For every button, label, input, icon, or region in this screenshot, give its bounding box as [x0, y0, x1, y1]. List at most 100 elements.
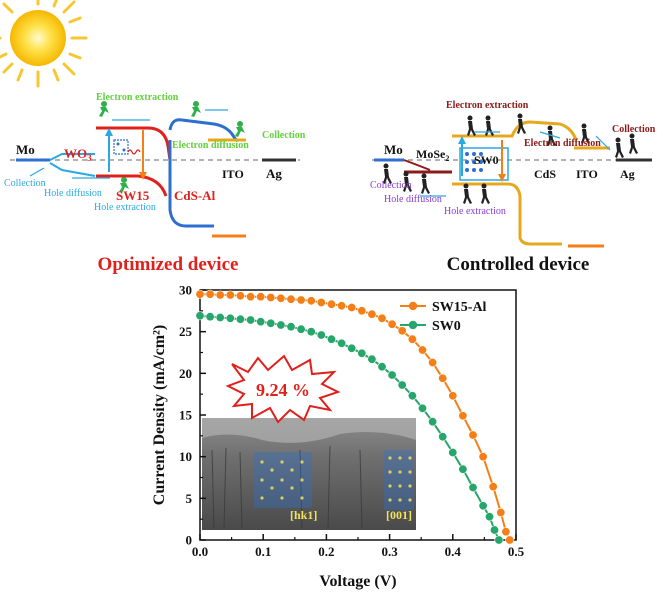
- sun-icon: [0, 0, 88, 88]
- data-point-sw0: [478, 501, 488, 511]
- data-point-sw0: [397, 380, 407, 390]
- data-point-sw0: [296, 324, 306, 334]
- label-ito-left: ITO: [222, 167, 244, 181]
- data-point-sw15-al: [448, 391, 458, 401]
- jv-chart: [hk1] [001] 9.24 % 0.0 0.1 0.2 0.3 0.4 0.5 0 5 1…: [151, 283, 525, 591]
- sem-inset-image: [hk1] [001]: [202, 418, 416, 530]
- legend-label-sw0: SW0: [432, 319, 461, 334]
- data-point-sw15-al: [347, 302, 357, 312]
- data-point-sw0: [407, 391, 417, 401]
- data-point-sw15-al: [428, 357, 438, 367]
- y-tick-label: 10: [179, 449, 192, 464]
- data-point-sw0: [246, 315, 256, 325]
- label-mo-right: Mo: [384, 142, 403, 157]
- data-point-sw15-al: [468, 430, 478, 440]
- label-electron-diffusion-left: Electron diffusion: [172, 140, 249, 151]
- label-collection-left-right: Collection: [370, 180, 412, 191]
- data-point-sw15-al: [377, 313, 387, 323]
- data-point-sw0: [316, 330, 326, 340]
- y-tick-label: 25: [179, 324, 193, 339]
- data-point-sw0: [494, 535, 504, 545]
- sw0-valence-band: [452, 182, 562, 246]
- data-point-sw0: [235, 314, 245, 324]
- data-point-sw0: [468, 482, 478, 492]
- running-electron-icon: [99, 101, 245, 193]
- label-wo3: WO3: [64, 146, 92, 163]
- data-point-sw15-al: [458, 411, 468, 421]
- legend: SW15-Al SW0: [400, 300, 487, 334]
- sw0-conduction-band: [452, 120, 578, 141]
- label-cds-al: CdS-Al: [174, 188, 216, 203]
- data-point-sw15-al: [296, 295, 306, 305]
- data-point-sw0: [489, 525, 499, 535]
- data-point-sw15-al: [357, 306, 367, 316]
- cds-band: [168, 118, 238, 141]
- label-sw0: SW0: [474, 153, 499, 167]
- data-point-sw0: [286, 322, 296, 332]
- data-point-sw15-al: [256, 292, 266, 302]
- data-point-sw15-al: [326, 299, 336, 309]
- label-mose2: MoSe2: [416, 147, 449, 163]
- label-electron-extraction-left: Electron extraction: [96, 92, 179, 103]
- data-point-sw15-al: [225, 290, 235, 300]
- data-point-sw0: [276, 320, 286, 330]
- data-point-sw15-al: [286, 294, 296, 304]
- label-ito-right: ITO: [576, 167, 598, 181]
- data-point-sw0: [256, 317, 266, 327]
- data-point-sw0: [347, 343, 357, 353]
- inset-label-hk1: [hk1]: [290, 508, 317, 522]
- data-point-sw0: [225, 313, 235, 323]
- data-point-sw15-al: [266, 292, 276, 302]
- data-point-sw15-al: [205, 289, 215, 299]
- data-point-sw15-al: [215, 290, 225, 300]
- sw0-absorber: [459, 147, 509, 181]
- label-hole-extraction-right: Hole extraction: [444, 206, 506, 217]
- x-tick-label: 0.4: [445, 544, 462, 559]
- crystal-lattice-icon: [465, 152, 483, 172]
- data-point-sw15-al: [387, 319, 397, 329]
- crystal-defect-icon: [113, 139, 141, 155]
- data-point-sw0: [326, 334, 336, 344]
- data-point-sw15-al: [501, 527, 511, 537]
- label-electron-extraction-right: Electron extraction: [446, 100, 529, 111]
- y-tick-label: 0: [186, 533, 193, 548]
- label-ag-left: Ag: [266, 166, 282, 181]
- optimized-device-band-diagram: Mo WO3 SW15 CdS-Al ITO Ag Electron extra…: [4, 92, 306, 238]
- data-point-sw15-al: [417, 345, 427, 355]
- title-controlled-device: Controlled device: [447, 254, 590, 275]
- label-sw15: SW15: [116, 188, 150, 203]
- label-ag-right: Ag: [620, 167, 635, 181]
- label-collection-right-right: Collection: [612, 124, 656, 135]
- legend-item-sw0: SW0: [400, 319, 461, 334]
- y-tick-label: 30: [179, 283, 192, 298]
- x-tick-label: 0.3: [381, 544, 398, 559]
- legend-item-sw15-al: SW15-Al: [400, 300, 487, 315]
- y-tick-label: 20: [179, 366, 192, 381]
- data-point-sw15-al: [496, 507, 506, 517]
- x-tick-label: 0.2: [318, 544, 334, 559]
- data-point-sw0: [428, 417, 438, 427]
- data-point-sw15-al: [306, 296, 316, 306]
- data-point-sw15-al: [316, 297, 326, 307]
- data-point-sw15-al: [407, 334, 417, 344]
- legend-label-sw15-al: SW15-Al: [432, 300, 487, 315]
- data-point-sw0: [337, 338, 347, 348]
- label-hole-diffusion-right: Hole diffusion: [384, 194, 442, 205]
- wo3-band: [49, 153, 95, 161]
- data-point-sw15-al: [505, 535, 515, 545]
- y-axis-label: Current Density (mA/cm²): [151, 325, 168, 505]
- label-collection-left-left: Collection: [4, 178, 46, 189]
- sw15-conduction-band: [96, 126, 172, 161]
- sw15-valence-band: [96, 174, 168, 197]
- data-point-sw0: [438, 432, 448, 442]
- label-collection-right-left: Collection: [262, 130, 306, 141]
- label-hole-extraction-left: Hole extraction: [94, 202, 156, 213]
- data-point-sw15-al: [235, 291, 245, 301]
- x-tick-label: 0.0: [192, 544, 208, 559]
- data-point-sw15-al: [195, 289, 205, 299]
- x-tick-label: 0.5: [508, 544, 525, 559]
- data-point-sw0: [387, 370, 397, 380]
- data-point-sw0: [417, 403, 427, 413]
- efficiency-badge: 9.24 %: [225, 354, 341, 424]
